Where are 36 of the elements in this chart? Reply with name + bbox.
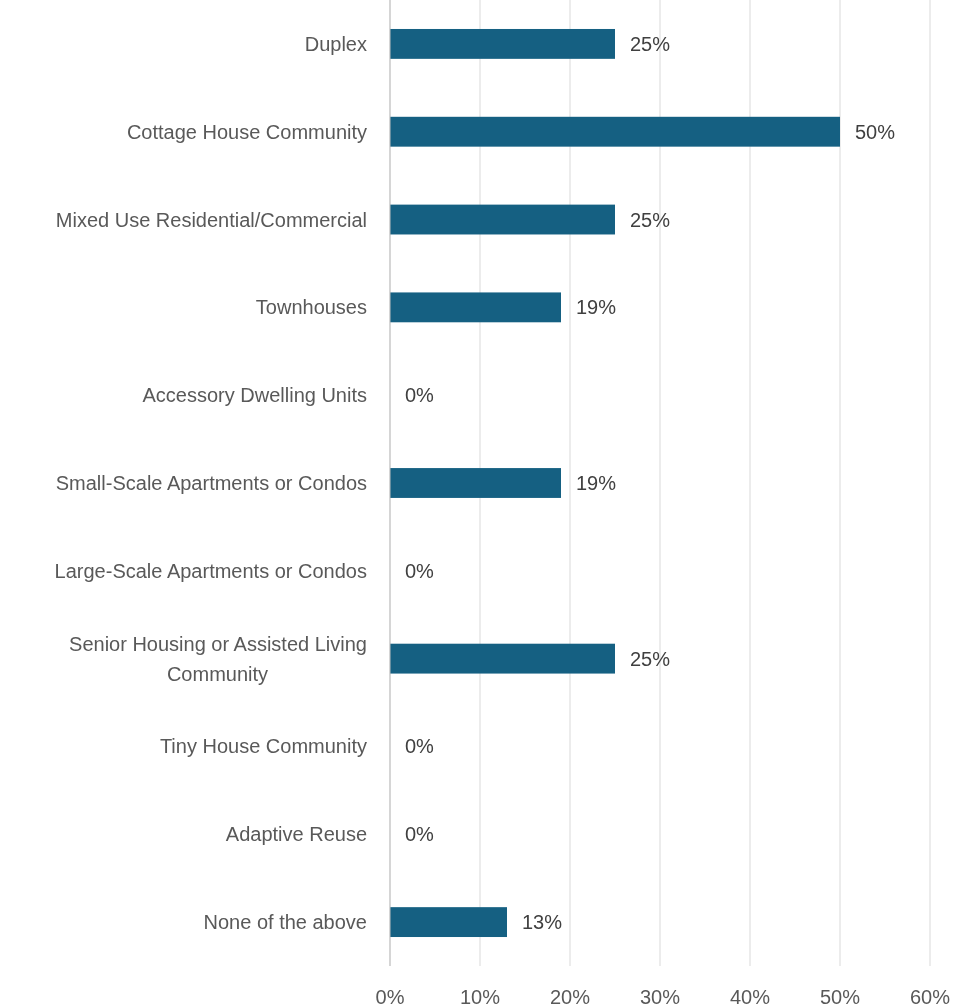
data-label: 19% [576, 472, 617, 494]
bar [390, 116, 840, 147]
data-label: 0% [405, 384, 435, 407]
y-tick-label: Townhouses [255, 296, 367, 319]
y-tick-label: None of the above [203, 911, 367, 934]
data-label: 0% [405, 559, 435, 582]
y-tick-label: Senior Housing or Assisted Living Community [69, 632, 367, 685]
x-tick-label: 0% [375, 986, 405, 1008]
data-label: 19% [576, 296, 617, 319]
x-tick-label: 30% [639, 986, 681, 1008]
bar [390, 28, 615, 59]
data-label: 25% [630, 208, 671, 231]
data-label: 25% [630, 647, 671, 670]
bar [390, 204, 615, 235]
y-tick-label: Accessory Dwelling Units [142, 384, 367, 407]
data-label: 50% [855, 120, 896, 143]
y-tick-label: Small-Scale Apartments or Condos [55, 472, 367, 494]
x-tick-label: 50% [819, 986, 861, 1008]
x-tick-label: 60% [909, 986, 951, 1008]
x-tick-label: 10% [459, 986, 501, 1008]
x-tick-label: 20% [549, 986, 591, 1008]
bar [390, 468, 561, 498]
data-label: 0% [405, 823, 435, 846]
y-tick-label: Large-Scale Apartments or Condos [54, 559, 367, 582]
data-label: 13% [522, 911, 563, 934]
bar [390, 907, 507, 938]
y-tick-label: Adaptive Reuse [225, 823, 367, 846]
y-tick-label: Cottage House Community [126, 120, 367, 143]
data-label: 0% [405, 735, 435, 758]
bar [390, 643, 615, 674]
x-tick-label: 40% [729, 986, 771, 1008]
bar [390, 292, 561, 323]
y-tick-label: Tiny House Community [159, 735, 367, 758]
data-label: 25% [630, 32, 671, 55]
y-tick-label: Mixed Use Residential/Commercial [55, 208, 367, 231]
y-tick-label: Duplex [304, 32, 367, 55]
